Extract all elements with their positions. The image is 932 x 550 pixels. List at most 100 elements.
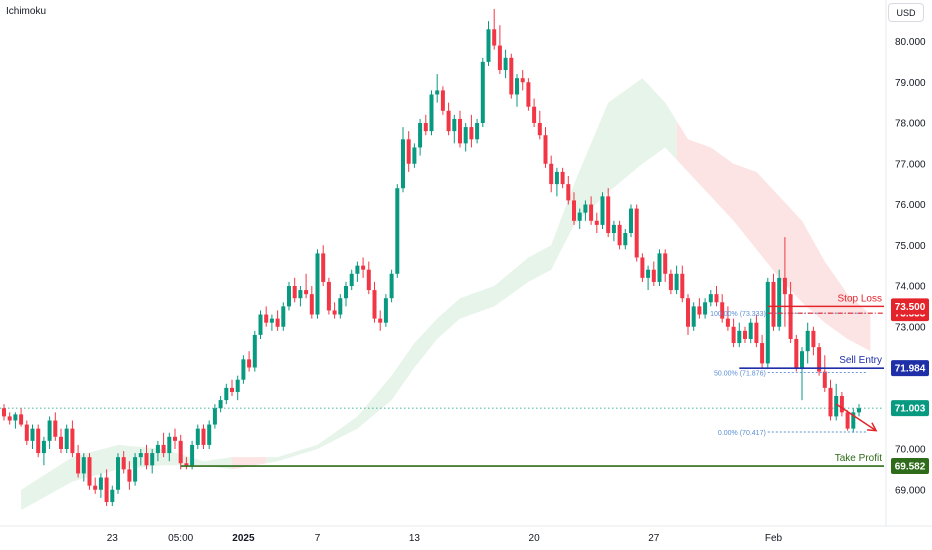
candle xyxy=(309,294,314,315)
candle xyxy=(53,420,58,437)
candle xyxy=(275,318,280,327)
candle xyxy=(127,469,132,482)
candle xyxy=(526,82,531,107)
candle xyxy=(520,78,525,83)
candle xyxy=(81,457,86,474)
candle xyxy=(594,220,599,225)
candle xyxy=(629,208,633,234)
candle xyxy=(532,106,537,123)
candle xyxy=(543,135,548,164)
candle xyxy=(611,224,616,234)
candle xyxy=(663,253,668,274)
candle xyxy=(281,306,286,327)
candle xyxy=(13,414,18,421)
price-badge-current-bg xyxy=(891,400,929,417)
candle xyxy=(304,290,309,295)
candle xyxy=(697,306,702,315)
candle xyxy=(566,184,571,201)
candle xyxy=(714,294,719,303)
candle xyxy=(207,424,212,445)
candle xyxy=(737,330,742,344)
candle xyxy=(458,118,462,144)
candle xyxy=(606,196,611,234)
candle xyxy=(383,298,388,323)
candle xyxy=(235,379,240,392)
candle xyxy=(104,477,109,502)
candle xyxy=(155,444,160,454)
candle xyxy=(2,408,6,417)
y-tick-label: 80.000 xyxy=(895,37,926,48)
candle xyxy=(224,387,229,401)
candle xyxy=(173,436,177,441)
candle xyxy=(24,424,29,441)
candle xyxy=(748,322,753,339)
candle xyxy=(315,253,320,315)
currency-button[interactable]: USD xyxy=(888,3,924,22)
candle xyxy=(258,314,263,335)
candle xyxy=(634,208,639,258)
candle xyxy=(828,387,833,417)
indicator-label: Ichimoku xyxy=(6,6,47,17)
candle xyxy=(389,273,394,299)
candle xyxy=(708,294,713,303)
candle xyxy=(794,338,799,368)
candle xyxy=(195,428,200,445)
candle xyxy=(121,457,126,470)
candle xyxy=(178,440,183,464)
candle xyxy=(87,457,92,486)
candle xyxy=(509,57,514,95)
y-tick-label: 73.000 xyxy=(895,322,926,333)
candle xyxy=(144,453,149,466)
candle xyxy=(150,453,155,466)
y-tick-label: 76.000 xyxy=(895,200,926,211)
candle xyxy=(777,277,782,327)
candle xyxy=(59,436,63,449)
price-badge: 73.500 xyxy=(895,302,926,313)
candle xyxy=(839,396,844,413)
candle xyxy=(190,444,195,466)
candle xyxy=(674,273,679,291)
candle xyxy=(640,257,645,278)
candle xyxy=(41,440,46,454)
candle xyxy=(401,139,405,189)
candle xyxy=(560,171,565,185)
candle xyxy=(435,90,440,95)
candle xyxy=(298,290,303,299)
candle xyxy=(822,371,827,388)
candle xyxy=(805,330,810,352)
price-badge: 71.984 xyxy=(895,364,926,375)
level-label: Stop Loss xyxy=(838,293,882,304)
candle xyxy=(133,457,138,482)
candle xyxy=(497,45,502,71)
candle xyxy=(440,90,445,111)
x-tick-label: 2025 xyxy=(232,533,255,544)
candle xyxy=(161,444,166,454)
candle xyxy=(47,420,52,441)
candle xyxy=(851,412,856,429)
candle xyxy=(355,265,360,274)
x-tick-label: 23 xyxy=(107,533,119,544)
candle xyxy=(731,326,736,344)
candle xyxy=(446,110,451,132)
candle xyxy=(589,204,594,221)
candle xyxy=(429,94,434,132)
candle xyxy=(577,212,582,221)
candle xyxy=(378,318,383,323)
candle xyxy=(292,286,297,299)
candle xyxy=(834,396,839,417)
candle xyxy=(515,78,519,95)
y-tick-label: 70.000 xyxy=(895,445,926,456)
candle xyxy=(811,330,816,348)
candle xyxy=(412,147,417,164)
y-tick-label: 69.000 xyxy=(895,485,926,496)
candle xyxy=(30,428,35,441)
candle xyxy=(703,302,708,315)
candle xyxy=(583,204,588,213)
candle xyxy=(486,29,491,62)
ichimoku-cloud-bearish xyxy=(232,457,267,470)
price-badge-bg xyxy=(891,458,929,475)
candle xyxy=(845,412,850,429)
candle xyxy=(720,302,725,319)
candle xyxy=(657,253,662,282)
